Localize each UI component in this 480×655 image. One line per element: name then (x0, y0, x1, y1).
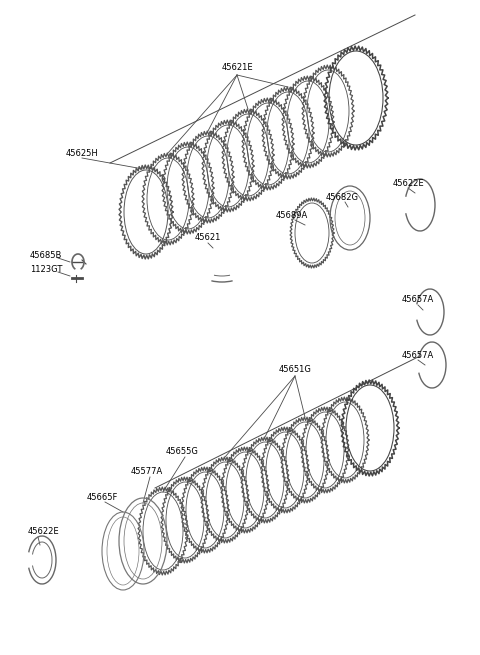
Ellipse shape (123, 502, 163, 580)
Text: 1123GT: 1123GT (30, 265, 62, 274)
Text: 45657A: 45657A (402, 295, 434, 305)
Text: 45577A: 45577A (131, 468, 163, 476)
Text: 45657A: 45657A (402, 350, 434, 360)
Ellipse shape (295, 203, 329, 263)
Ellipse shape (326, 402, 364, 478)
Text: 45622E: 45622E (392, 179, 424, 187)
Ellipse shape (334, 190, 366, 246)
Text: 45621E: 45621E (221, 64, 253, 73)
Text: 45651G: 45651G (278, 365, 312, 375)
Ellipse shape (266, 432, 304, 508)
Ellipse shape (346, 385, 394, 471)
Text: 45685B: 45685B (30, 250, 62, 259)
Ellipse shape (187, 136, 229, 218)
Text: 45689A: 45689A (276, 210, 308, 219)
Ellipse shape (287, 81, 329, 163)
Ellipse shape (329, 51, 383, 145)
Ellipse shape (166, 482, 204, 558)
Ellipse shape (246, 442, 284, 518)
Text: 45665F: 45665F (86, 493, 118, 502)
Ellipse shape (143, 492, 183, 570)
Ellipse shape (247, 103, 289, 185)
Ellipse shape (307, 70, 349, 152)
Text: 45625H: 45625H (66, 149, 98, 157)
Ellipse shape (227, 114, 269, 196)
Ellipse shape (226, 452, 264, 528)
Ellipse shape (106, 516, 140, 586)
Text: 45682G: 45682G (325, 193, 359, 202)
Ellipse shape (186, 472, 224, 548)
Ellipse shape (207, 125, 249, 207)
Text: 45621: 45621 (195, 233, 221, 242)
Ellipse shape (306, 412, 344, 488)
Ellipse shape (206, 462, 244, 538)
Ellipse shape (147, 158, 189, 240)
Text: 45655G: 45655G (166, 447, 198, 457)
Text: 45622E: 45622E (28, 527, 60, 536)
Ellipse shape (124, 170, 168, 254)
Ellipse shape (286, 422, 324, 498)
Ellipse shape (167, 147, 209, 229)
Ellipse shape (267, 92, 309, 174)
